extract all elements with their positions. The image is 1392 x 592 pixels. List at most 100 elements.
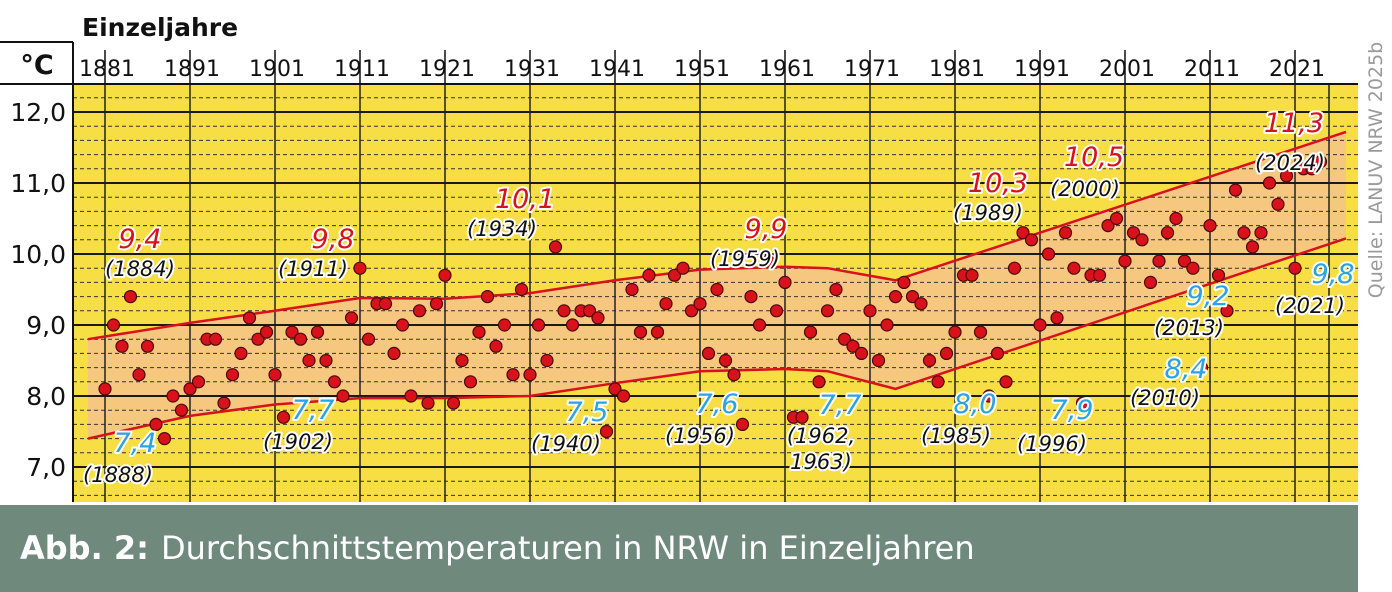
data-point: [310, 325, 325, 339]
data-point: [1313, 155, 1328, 169]
data-point: [336, 389, 350, 403]
data-point: [1041, 247, 1056, 261]
data-point: [251, 332, 265, 346]
data-point: [1194, 361, 1209, 375]
x-tick-label: 1981: [929, 57, 985, 82]
data-point: [650, 325, 665, 339]
annotation-value: 7,9: [1051, 395, 1094, 426]
x-tick-label: 1941: [589, 57, 645, 82]
annotation-year: (1940): [531, 432, 601, 456]
annotation-value: 10,1: [495, 184, 555, 215]
y-tick-label: 10,0: [10, 240, 66, 269]
annotation-year: (2021): [1275, 294, 1345, 318]
data-point: [999, 375, 1013, 389]
data-point: [1186, 261, 1200, 275]
data-point: [132, 368, 146, 382]
data-point: [540, 353, 554, 368]
data-point: [395, 318, 410, 332]
data-point: [1109, 211, 1124, 226]
trend-line-upper: [87, 130, 1347, 341]
data-point: [922, 353, 937, 368]
data-point: [965, 268, 979, 282]
data-point: [684, 304, 699, 318]
x-tick-label: 1991: [1014, 57, 1070, 82]
data-point: [1016, 226, 1030, 240]
annotation-year: 1963): [790, 450, 852, 474]
data-point: [744, 290, 758, 304]
data-point: [1211, 268, 1226, 282]
x-tick-label: 1971: [844, 57, 900, 82]
data-point: [973, 325, 988, 339]
data-point: [633, 325, 648, 339]
data-point: [1118, 254, 1132, 268]
y-tick-label: 9,0: [26, 311, 66, 340]
data-point: [344, 311, 359, 325]
data-point: [438, 268, 452, 282]
annotation-year: (1989): [953, 201, 1023, 225]
data-point: [701, 346, 716, 360]
data-point: [480, 290, 495, 304]
x-tick-label: 1881: [79, 57, 135, 82]
data-point: [1050, 311, 1064, 325]
chart-title: Einzeljahre: [82, 13, 238, 42]
data-point: [302, 353, 316, 368]
data-point: [608, 382, 622, 396]
data-point: [106, 318, 121, 332]
data-point: [455, 353, 469, 368]
annotation-year: (1996): [1017, 432, 1087, 456]
annotation-value: 9,8: [1312, 259, 1355, 290]
annotation-year: (2024): [1255, 151, 1325, 175]
data-point: [1271, 197, 1285, 211]
annotation-value: 7,6: [696, 389, 739, 420]
x-tick-label: 1931: [504, 57, 560, 82]
data-point: [268, 368, 282, 382]
data-point: [880, 318, 894, 332]
data-point: [149, 417, 163, 431]
data-point: [854, 346, 869, 360]
annotation-value: 7,5: [566, 397, 609, 428]
data-point: [693, 297, 707, 311]
data-point: [718, 353, 733, 368]
data-point: [1177, 254, 1192, 268]
annotation-year: (2013): [1154, 316, 1224, 340]
data-point: [948, 325, 962, 339]
data-point: [1092, 268, 1107, 282]
data-point: [557, 304, 571, 318]
annotation-year: (2010): [1130, 386, 1200, 410]
data-point: [599, 424, 614, 439]
annotation-year: (1884): [105, 257, 175, 281]
data-point: [727, 368, 741, 382]
data-point: [982, 389, 996, 403]
data-point: [259, 325, 274, 339]
data-point: [1075, 396, 1090, 410]
data-point: [812, 375, 826, 389]
data-point: [1220, 304, 1234, 318]
x-tick-label: 2021: [1269, 57, 1325, 82]
data-point: [463, 375, 478, 389]
data-point: [1067, 261, 1081, 275]
data-point: [497, 318, 512, 332]
x-tick-label: 1921: [419, 57, 475, 82]
data-point: [752, 318, 767, 332]
data-point: [174, 403, 189, 417]
annotation-value: 7,7: [819, 390, 862, 421]
temperature-chart: 9,4(1884)9,8(1911)10,1(1934) 9,9(1959)10,…: [0, 13, 1358, 502]
data-point: [234, 346, 248, 360]
data-point: [1135, 233, 1149, 247]
data-point: [1245, 240, 1260, 254]
annotation-value: 10,5: [1064, 142, 1124, 173]
data-point: [667, 268, 682, 282]
data-point: [327, 375, 342, 389]
annotation-year: (1902): [263, 430, 333, 454]
annotation-year: (1888): [83, 463, 153, 487]
annotation-year: (1959): [710, 247, 780, 271]
annotation-value: 9,4: [119, 224, 162, 255]
caption-text: Durchschnittstemperaturen in NRW in Einz…: [160, 529, 975, 567]
data-point: [242, 311, 257, 325]
x-tick-label: 1911: [334, 57, 390, 82]
data-point: [803, 325, 818, 339]
x-tick-label: 1951: [674, 57, 730, 82]
data-point: [676, 261, 690, 275]
data-point: [591, 311, 605, 325]
data-point: [863, 304, 877, 318]
